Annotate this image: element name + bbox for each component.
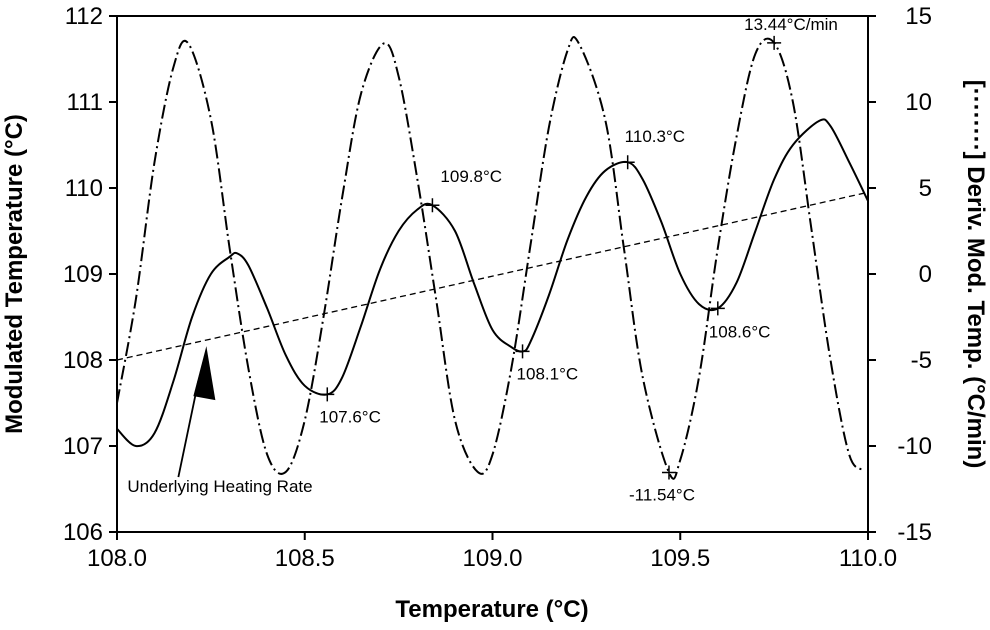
tick-layer: 108.0 108.5 109.0 109.5 110.0 106 107 108 109 110… [63, 3, 932, 572]
extremum-marker [515, 344, 530, 359]
y2-tick-label: 0 [919, 261, 932, 288]
y-tick-label: 106 [63, 519, 103, 546]
y2-axis-title: [········] Deriv. Mod. Temp. (°C/min) [962, 80, 989, 469]
extremum-marker [320, 387, 335, 402]
deriv-mod-temp-line [116, 35, 865, 480]
y-axis-title: Modulated Temperature (°C) [1, 114, 28, 434]
heating-rate-arrow-head [193, 346, 216, 401]
y2-tick-label: 15 [905, 3, 932, 30]
y2-tick-label: -10 [897, 433, 932, 460]
y2-tick-label: 5 [919, 175, 932, 202]
modulated-temperature-line [116, 118, 869, 448]
extremum-marker [710, 301, 725, 316]
x-tick-label: 110.0 [839, 545, 897, 572]
annotation-label: 108.6°C [709, 322, 771, 341]
y-tick-label: 109 [63, 261, 103, 288]
y2-tick-label: 10 [905, 89, 932, 116]
y-tick-label: 108 [63, 347, 103, 374]
annotation-label: 13.44°C/min [744, 15, 838, 34]
x-tick-label: 108.0 [87, 545, 147, 572]
x-tick-label: 108.5 [275, 545, 335, 572]
y-tick-label: 107 [63, 433, 103, 460]
annotation-label: 110.3°C [625, 127, 685, 146]
y-tick-label: 112 [65, 3, 103, 30]
x-axis-title: Temperature (°C) [395, 596, 588, 623]
y2-tick-label: -5 [911, 347, 932, 374]
annotation-label: Underlying Heating Rate [127, 477, 312, 496]
y2-tick-label: -15 [897, 519, 932, 546]
x-tick-label: 109.5 [650, 545, 710, 572]
annotation-label: 108.1°C [517, 364, 579, 383]
annotation-layer: 107.6°C 109.8°C 108.1°C 110.3°C 108.6°C 13.44… [127, 15, 837, 505]
y-tick-label: 111 [67, 89, 103, 116]
annotation-label: 109.8°C [440, 167, 502, 186]
series-layer [116, 35, 869, 480]
x-tick-label: 109.0 [462, 545, 522, 572]
y-tick-label: 110 [65, 175, 103, 202]
annotation-label: -11.54°C [629, 485, 695, 504]
annotation-label: 107.6°C [319, 407, 381, 426]
extremum-marker [767, 35, 782, 50]
extremum-marker [425, 198, 440, 213]
extremum-marker [661, 465, 676, 480]
mark-layer [177, 35, 782, 480]
heating-rate-arrow-shaft [177, 380, 200, 478]
extremum-marker [620, 155, 635, 170]
underlying-heating-rate-line [116, 191, 869, 361]
